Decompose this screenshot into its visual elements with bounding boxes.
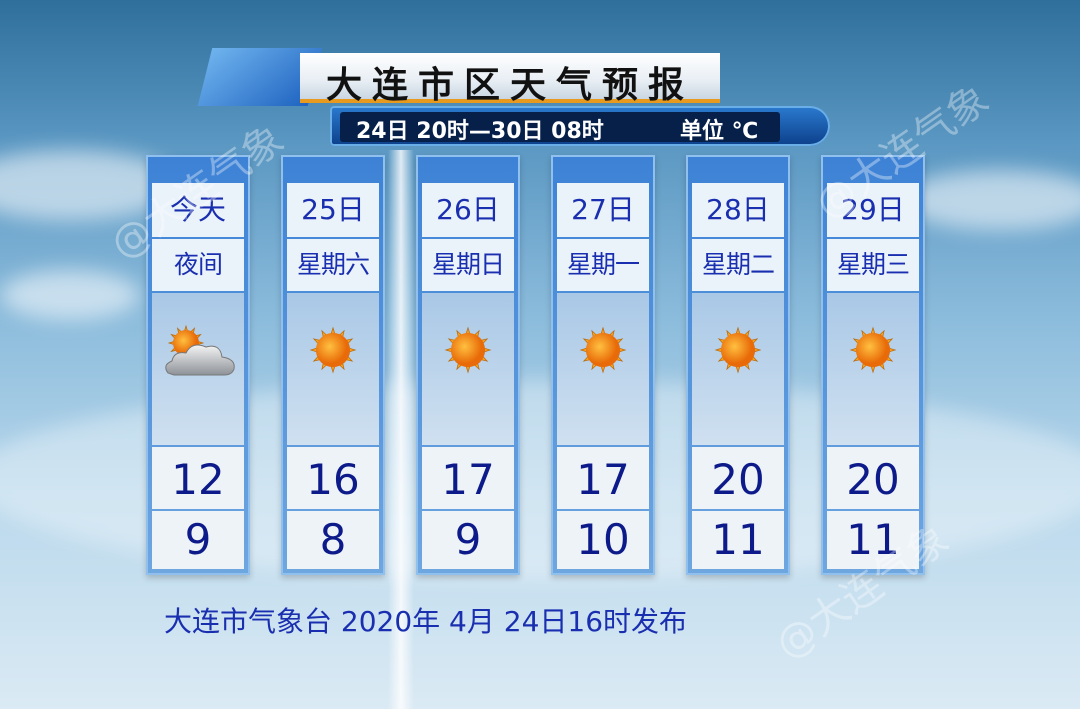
high-temperature: 16	[287, 447, 379, 509]
sunny-icon	[579, 326, 627, 374]
day-weekday: 夜间	[152, 239, 244, 291]
partly-cloudy-icon	[165, 324, 235, 376]
day-date: 今天	[152, 183, 244, 237]
forecast-day-column: 27日 星期一 17 10	[551, 155, 655, 575]
day-weekday: 星期三	[827, 239, 919, 291]
weather-icon-area	[692, 293, 784, 445]
day-date: 28日	[692, 183, 784, 237]
low-temperature: 10	[557, 511, 649, 569]
day-weekday: 星期二	[692, 239, 784, 291]
day-weekday: 星期一	[557, 239, 649, 291]
issued-by: 大连市气象台 2020年 4月 24日16时发布	[164, 605, 688, 638]
day-date: 29日	[827, 183, 919, 237]
high-temperature: 17	[422, 447, 514, 509]
page-title: 大连市区天气预报	[325, 65, 694, 106]
background-cloud	[0, 270, 140, 320]
sunny-icon	[714, 326, 762, 374]
forecast-day-column: 28日 星期二 20 11	[686, 155, 790, 575]
day-date: 27日	[557, 183, 649, 237]
weather-icon-area	[422, 293, 514, 445]
sunny-icon	[309, 326, 357, 374]
background-cloud	[900, 170, 1080, 230]
light-beam	[388, 150, 414, 709]
title-bar	[300, 53, 720, 103]
high-temperature: 20	[692, 447, 784, 509]
unit-label: 单位 ℃	[680, 119, 759, 144]
forecast-day-column: 29日 星期三 20 11	[821, 155, 925, 575]
sunny-icon	[444, 326, 492, 374]
low-temperature: 9	[422, 511, 514, 569]
low-temperature: 11	[827, 511, 919, 569]
sunny-icon	[849, 326, 897, 374]
day-date: 26日	[422, 183, 514, 237]
weather-icon-area	[557, 293, 649, 445]
day-weekday: 星期日	[422, 239, 514, 291]
weather-icon-area	[827, 293, 919, 445]
forecast-day-column: 26日 星期日 17 9	[416, 155, 520, 575]
weather-icon-area	[287, 293, 379, 445]
forecast-range: 24日 20时—30日 08时	[356, 119, 604, 144]
high-temperature: 20	[827, 447, 919, 509]
day-weekday: 星期六	[287, 239, 379, 291]
low-temperature: 11	[692, 511, 784, 569]
high-temperature: 12	[152, 447, 244, 509]
forecast-day-column: 今天 夜间 12 9	[146, 155, 250, 575]
low-temperature: 8	[287, 511, 379, 569]
forecast-day-column: 25日 星期六 16 8	[281, 155, 385, 575]
subtitle-panel	[340, 112, 780, 142]
weather-icon-area	[152, 293, 244, 445]
day-date: 25日	[287, 183, 379, 237]
low-temperature: 9	[152, 511, 244, 569]
high-temperature: 17	[557, 447, 649, 509]
